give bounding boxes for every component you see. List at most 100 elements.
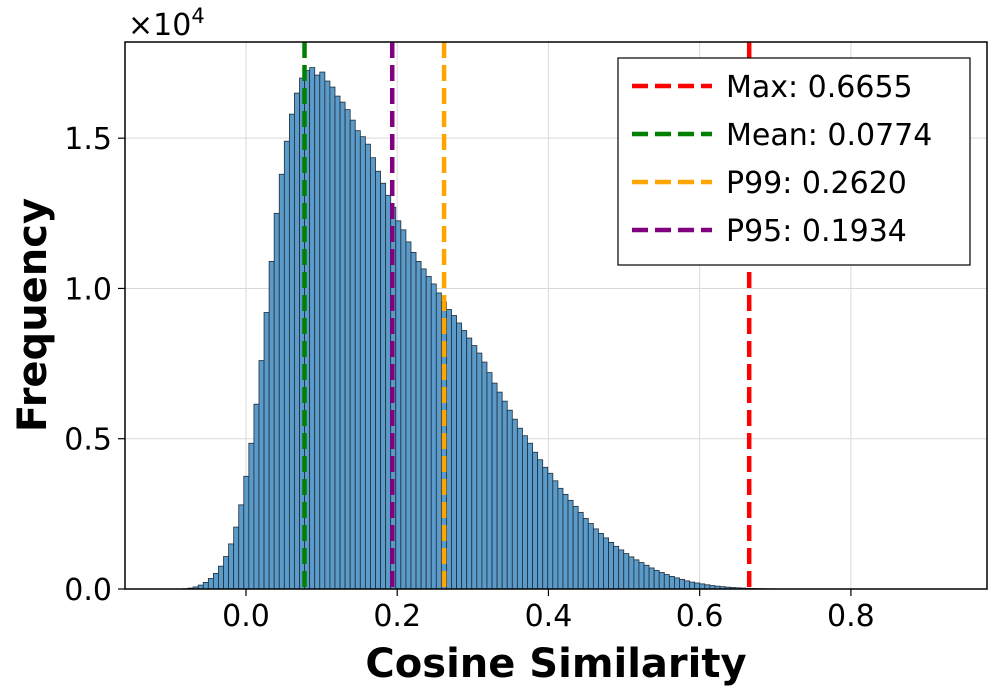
histogram-bar	[410, 251, 417, 590]
histogram-bar	[415, 261, 422, 590]
histogram-bar	[385, 194, 392, 590]
histogram-bar	[658, 572, 665, 590]
histogram-bar	[456, 322, 463, 590]
histogram-bar	[309, 67, 316, 590]
histogram-bar	[643, 564, 650, 590]
x-axis-title: Cosine Similarity	[365, 641, 746, 687]
histogram-bar	[354, 130, 361, 590]
histogram-bar	[628, 556, 635, 590]
histogram-bar	[329, 86, 336, 590]
legend-label: Mean: 0.0774	[726, 118, 932, 153]
histogram-bar	[486, 372, 493, 590]
histogram-bar	[349, 119, 356, 590]
histogram-bar	[618, 549, 625, 590]
y-scale-exponent: 4	[191, 4, 204, 28]
histogram-bar	[567, 499, 574, 590]
histogram-bar	[562, 493, 569, 590]
histogram-bar	[476, 352, 483, 590]
histogram-bar	[674, 577, 680, 590]
histogram-bar	[339, 101, 346, 590]
histogram-bar	[451, 315, 457, 590]
histogram-bar	[435, 292, 442, 590]
histogram-bar	[633, 559, 640, 590]
x-tick-label: 0.6	[676, 599, 724, 634]
histogram-bar	[608, 542, 615, 590]
histogram-bar	[405, 241, 412, 590]
plot-frame	[124, 41, 988, 590]
histogram-bar	[420, 268, 427, 590]
legend-label: P99: 0.2620	[726, 166, 907, 201]
y-tick-label: 0.5	[64, 423, 112, 458]
histogram-bar	[527, 442, 533, 590]
histogram-bar	[516, 427, 523, 590]
histogram-bar	[364, 143, 371, 590]
histogram-bar	[506, 409, 513, 590]
histogram-bar	[228, 543, 235, 590]
histogram-bar	[268, 261, 275, 590]
histogram-bar	[511, 418, 518, 590]
histogram-bar	[694, 582, 701, 590]
histogram-bar	[233, 526, 240, 590]
histogram-bar	[653, 569, 660, 590]
histogram-bar	[430, 283, 437, 590]
histogram-bar	[395, 220, 402, 590]
histogram-bar	[522, 435, 528, 590]
histogram-bar	[577, 511, 584, 590]
histogram-bar	[324, 80, 331, 590]
histogram-bar	[202, 581, 209, 590]
y-axis-title: Frequency	[10, 198, 56, 432]
y-scale-base: ×10	[128, 8, 191, 43]
histogram-bar	[207, 578, 214, 590]
histogram-bar	[679, 578, 685, 590]
histogram-bar	[425, 276, 432, 590]
histogram-bar	[319, 71, 326, 590]
histogram-bar	[491, 382, 498, 590]
histogram-bar	[603, 537, 609, 590]
y-axis-scale-label: ×104	[128, 4, 205, 43]
histogram-bar	[258, 360, 265, 590]
histogram-bar	[481, 361, 488, 590]
histogram-bar	[582, 517, 589, 590]
histogram-bar	[699, 583, 706, 590]
histogram-bar	[532, 451, 539, 590]
histogram-bar	[253, 403, 260, 590]
histogram-bar	[587, 523, 594, 590]
histogram-bar	[314, 74, 321, 590]
histogram-bar	[547, 472, 554, 590]
histogram-bar	[294, 92, 300, 590]
y-tick-label: 1.0	[64, 272, 112, 307]
histogram-bar	[598, 532, 604, 590]
histogram-bar	[375, 170, 381, 590]
x-tick-label: 0.8	[827, 599, 875, 634]
histogram-bar	[537, 459, 544, 590]
histogram-bar	[552, 480, 559, 590]
histogram-bar	[263, 312, 270, 590]
histogram-bar	[471, 345, 478, 590]
histogram-bar	[243, 475, 250, 590]
legend-label: P95: 0.1934	[726, 214, 907, 249]
legend-label: Max: 0.6655	[726, 70, 913, 105]
x-tick-label: 0.2	[373, 599, 421, 634]
histogram-bar	[273, 212, 280, 590]
histogram-bar	[663, 574, 670, 590]
histogram-bar	[283, 140, 290, 590]
histogram-bar	[370, 157, 376, 590]
histogram-bar	[218, 565, 224, 590]
histogram-bar	[446, 309, 452, 590]
histogram-bar	[380, 182, 387, 590]
histogram-bar	[288, 113, 295, 590]
histogram-bar	[623, 553, 630, 590]
histogram-bar	[638, 562, 645, 590]
x-tick-label: 0.0	[222, 599, 270, 634]
histogram-bar	[238, 504, 245, 590]
legend: Max: 0.6655 Mean: 0.0774 P99: 0.2620 P95: 0…	[617, 57, 971, 266]
histogram-bar	[501, 400, 508, 590]
y-tick-label: 0.0	[64, 573, 112, 608]
histogram-bar	[689, 581, 696, 590]
y-tick-label: 1.5	[64, 122, 112, 157]
histogram-bar	[248, 442, 255, 590]
histogram-bar	[684, 580, 691, 590]
legend-box	[617, 57, 971, 266]
histogram-bar	[344, 109, 351, 590]
